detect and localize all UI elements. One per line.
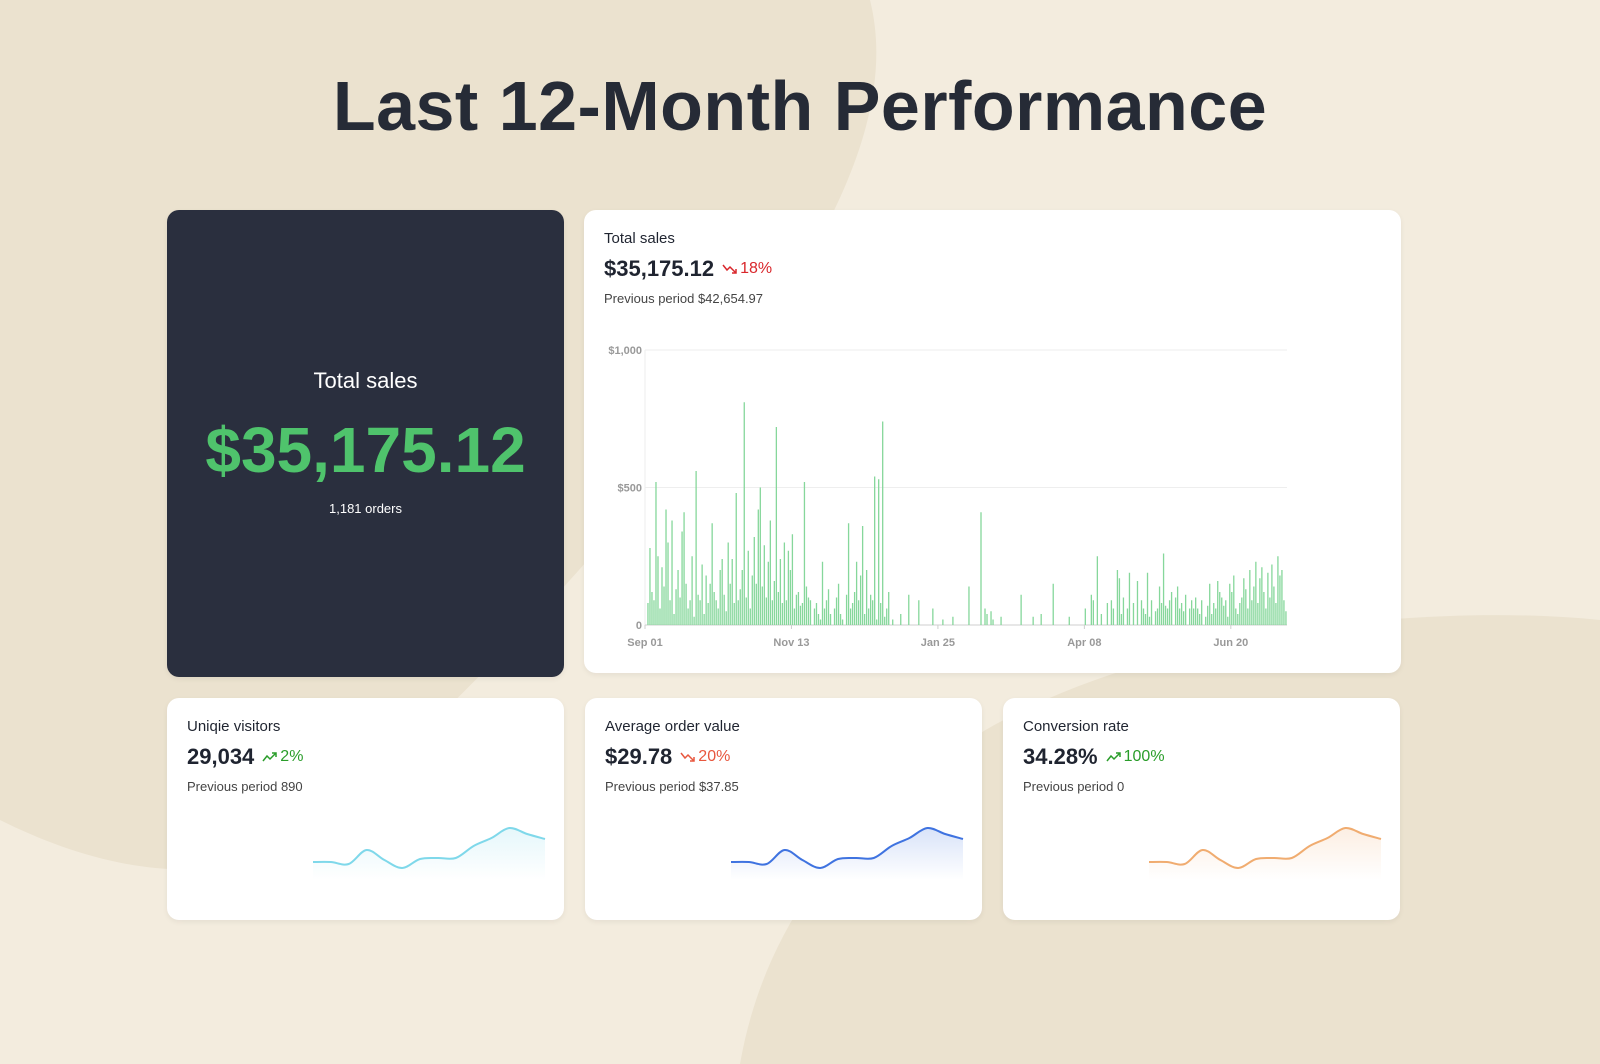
kpi-label: Total sales <box>604 230 675 247</box>
kpi-value: 29,034 <box>187 744 255 769</box>
previous-value: 0 <box>1116 779 1125 794</box>
previous-period: Previous period 890 <box>187 779 303 794</box>
stat-card: Average order value $29.78 20% Previous per… <box>585 698 982 920</box>
kpi-value: $35,175.12 <box>604 256 715 281</box>
kpi-value: 34.28% <box>1023 744 1098 769</box>
page-title: Last 12-Month Performance <box>332 67 1268 145</box>
trend-arrow <box>732 269 737 274</box>
trend-icon <box>722 264 737 274</box>
previous-value: $37.85 <box>698 779 739 794</box>
kpi-change: 2% <box>262 748 303 766</box>
trend-icon <box>262 752 278 762</box>
change-text: 2% <box>280 748 304 765</box>
stat-card: Conversion rate 34.28% 100% Previous period… <box>1003 698 1400 920</box>
previous-label: Previous period <box>604 291 695 306</box>
kpi-row: $29.78 20% <box>605 744 730 770</box>
change-text: 20% <box>698 748 731 765</box>
previous-label: Previous period <box>187 779 278 794</box>
trend-arrow <box>680 752 695 762</box>
trend-arrow <box>690 757 696 762</box>
hero-value: $35,175.12 <box>205 414 526 486</box>
kpi-label: Conversion rate <box>1023 718 1129 735</box>
trend-arrow <box>1115 752 1121 757</box>
change-text: 18% <box>740 260 773 277</box>
kpi-label: Uniqie visitors <box>187 718 281 735</box>
trend-icon <box>1106 752 1121 762</box>
kpi-value: $29.78 <box>605 744 673 769</box>
previous-period: Previous period $42,654.97 <box>604 291 763 306</box>
hero-label: Total sales <box>313 368 418 393</box>
previous-period: Previous period $37.85 <box>605 779 739 794</box>
previous-period: Previous period 0 <box>1023 779 1124 794</box>
trend-icon <box>680 752 696 762</box>
previous-label: Previous period <box>1023 779 1114 794</box>
kpi-change: 20% <box>680 748 730 766</box>
kpi-row: 34.28% 100% <box>1023 744 1165 770</box>
stat-card: Uniqie visitors 29,034 2% Previous period 8… <box>167 698 564 920</box>
trend-arrow <box>272 752 278 757</box>
kpi-change: 18% <box>722 260 772 278</box>
previous-value: $42,654.97 <box>697 291 764 306</box>
trend-arrow <box>722 264 737 274</box>
kpi-row: $35,175.12 18% <box>604 256 772 282</box>
sales-card: Total sales $35,175.12 18% Previous peri… <box>584 210 1401 673</box>
trend-arrow <box>1106 752 1121 762</box>
hero-orders: 1,181 orders <box>329 501 402 516</box>
kpi-row: 29,034 2% <box>187 744 303 770</box>
previous-label: Previous period <box>605 779 696 794</box>
kpi-label: Average order value <box>605 718 740 735</box>
trend-arrow <box>262 752 277 762</box>
hero-card: Total sales $35,175.12 1,181 orders <box>167 210 564 677</box>
kpi-change: 100% <box>1106 748 1165 766</box>
previous-value: 890 <box>280 779 303 794</box>
change-text: 100% <box>1123 748 1165 765</box>
